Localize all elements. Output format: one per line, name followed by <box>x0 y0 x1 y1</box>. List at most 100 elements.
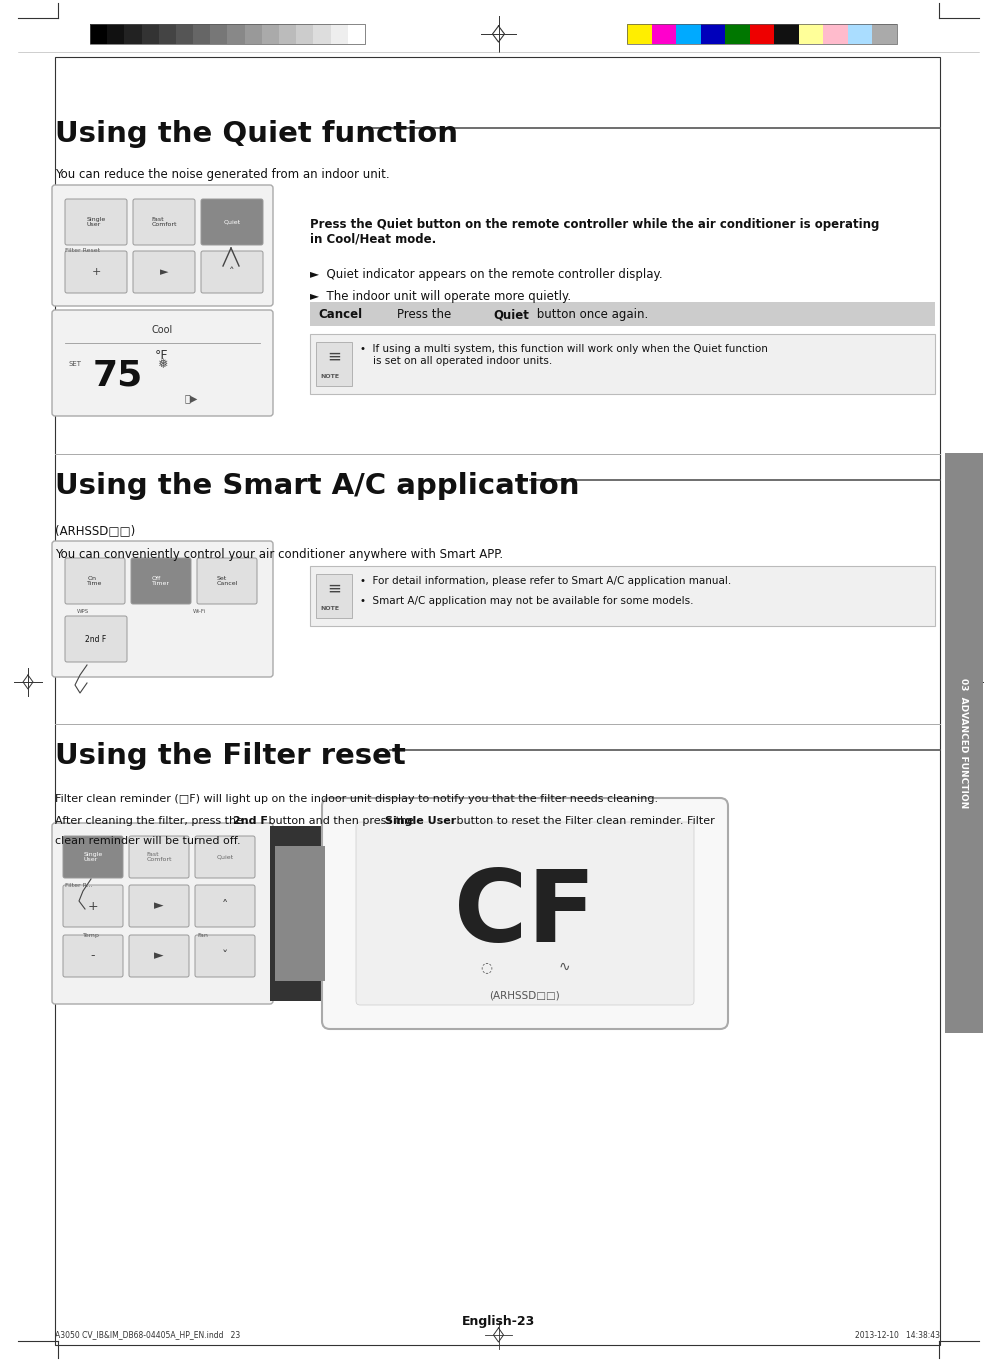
Text: SET: SET <box>69 361 82 367</box>
Text: Using the Quiet function: Using the Quiet function <box>55 120 458 149</box>
Bar <box>316 342 352 386</box>
Text: NOTE: NOTE <box>320 607 339 611</box>
FancyBboxPatch shape <box>63 885 123 927</box>
Text: 03  ADVANCED FUNCTION: 03 ADVANCED FUNCTION <box>959 677 968 808</box>
Bar <box>227 25 244 44</box>
Bar <box>175 25 193 44</box>
Bar <box>945 453 983 1033</box>
Text: Using the Smart A/C application: Using the Smart A/C application <box>55 472 579 500</box>
Text: °F: °F <box>155 349 168 363</box>
Text: After cleaning the filter, press the: After cleaning the filter, press the <box>55 816 246 826</box>
Text: ►: ► <box>155 900 164 912</box>
Text: English-23: English-23 <box>462 1314 535 1328</box>
Bar <box>775 25 799 44</box>
FancyBboxPatch shape <box>133 199 195 245</box>
FancyBboxPatch shape <box>52 823 273 1005</box>
Bar <box>316 574 352 617</box>
Text: A3050 CV_IB&IM_DB68-04405A_HP_EN.indd   23: A3050 CV_IB&IM_DB68-04405A_HP_EN.indd 23 <box>55 1330 240 1340</box>
FancyBboxPatch shape <box>201 251 263 293</box>
Bar <box>348 25 365 44</box>
Text: ❅: ❅ <box>157 358 167 371</box>
FancyBboxPatch shape <box>195 935 255 977</box>
Bar <box>90 25 108 44</box>
Text: 2013-12-10   14:38:43: 2013-12-10 14:38:43 <box>855 1330 940 1340</box>
Bar <box>824 25 847 44</box>
Text: Quiet: Quiet <box>216 855 233 860</box>
Bar <box>244 25 262 44</box>
FancyBboxPatch shape <box>356 822 694 1005</box>
Text: •  If using a multi system, this function will work only when the Quiet function: • If using a multi system, this function… <box>360 343 768 365</box>
Bar <box>847 25 872 44</box>
Text: Using the Filter reset: Using the Filter reset <box>55 741 406 770</box>
Bar <box>627 25 652 44</box>
Text: You can conveniently control your air conditioner anywhere with Smart APP.: You can conveniently control your air co… <box>55 548 503 562</box>
Bar <box>55 57 940 1345</box>
Bar <box>313 25 331 44</box>
Text: Press the: Press the <box>382 308 455 322</box>
Text: -: - <box>91 950 96 962</box>
Bar <box>652 25 676 44</box>
Bar <box>872 25 897 44</box>
Bar <box>262 25 279 44</box>
Text: Wi-Fi: Wi-Fi <box>192 609 205 613</box>
Text: ˇ: ˇ <box>222 950 228 962</box>
Text: Filter Reset: Filter Reset <box>65 248 100 254</box>
Text: WPS: WPS <box>77 609 89 613</box>
Text: 2nd F: 2nd F <box>86 635 107 643</box>
Text: ∿: ∿ <box>558 961 570 975</box>
Text: Fast
Comfort: Fast Comfort <box>147 852 171 863</box>
Text: Filter R...: Filter R... <box>65 883 93 889</box>
Bar <box>331 25 348 44</box>
Bar <box>90 25 365 44</box>
Text: (ARHSSD□□): (ARHSSD□□) <box>55 523 136 537</box>
FancyBboxPatch shape <box>65 251 127 293</box>
Text: Quiet: Quiet <box>493 308 528 322</box>
Text: NOTE: NOTE <box>320 373 339 379</box>
Bar <box>125 25 142 44</box>
Bar <box>210 25 227 44</box>
Text: button to reset the Filter clean reminder. Filter: button to reset the Filter clean reminde… <box>453 816 715 826</box>
Text: On
Time: On Time <box>88 575 103 586</box>
Text: CF: CF <box>455 867 596 964</box>
Bar <box>627 25 897 44</box>
Text: Fast
Comfort: Fast Comfort <box>152 217 176 228</box>
Text: Off
Timer: Off Timer <box>152 575 170 586</box>
FancyBboxPatch shape <box>65 616 127 662</box>
Bar <box>108 25 125 44</box>
Text: ≡: ≡ <box>327 348 341 367</box>
Text: ►: ► <box>160 267 168 277</box>
FancyBboxPatch shape <box>129 935 189 977</box>
Text: Quiet: Quiet <box>223 219 240 225</box>
FancyBboxPatch shape <box>65 557 125 604</box>
Text: Set
Cancel: Set Cancel <box>216 575 237 586</box>
Text: Press the Quiet button on the remote controller while the air conditioner is ope: Press the Quiet button on the remote con… <box>310 218 879 245</box>
FancyBboxPatch shape <box>52 541 273 677</box>
Text: ◌: ◌ <box>480 961 493 975</box>
FancyBboxPatch shape <box>322 797 728 1029</box>
Text: Cool: Cool <box>152 324 172 335</box>
Text: ►  Quiet indicator appears on the remote controller display.: ► Quiet indicator appears on the remote … <box>310 269 663 281</box>
Text: ˄: ˄ <box>229 267 235 277</box>
FancyBboxPatch shape <box>195 885 255 927</box>
Bar <box>676 25 701 44</box>
Text: button once again.: button once again. <box>533 308 648 322</box>
Bar <box>270 826 330 1000</box>
Text: You can reduce the noise generated from an indoor unit.: You can reduce the noise generated from … <box>55 168 390 181</box>
Bar <box>799 25 824 44</box>
Bar <box>159 25 175 44</box>
Text: ►: ► <box>155 950 164 962</box>
Text: Cancel: Cancel <box>318 308 362 322</box>
Text: 2nd F: 2nd F <box>233 816 268 826</box>
Text: Single User: Single User <box>385 816 457 826</box>
Text: •  For detail information, please refer to Smart A/C application manual.: • For detail information, please refer t… <box>360 577 731 586</box>
Text: (ARHSSD□□): (ARHSSD□□) <box>490 990 560 1000</box>
Text: Single
User: Single User <box>87 217 106 228</box>
FancyBboxPatch shape <box>129 885 189 927</box>
FancyBboxPatch shape <box>195 836 255 878</box>
FancyBboxPatch shape <box>131 557 191 604</box>
Bar <box>296 25 313 44</box>
Text: ≡: ≡ <box>327 581 341 598</box>
Text: ►  The indoor unit will operate more quietly.: ► The indoor unit will operate more quie… <box>310 290 571 303</box>
Text: •  Smart A/C application may not be available for some models.: • Smart A/C application may not be avail… <box>360 596 694 607</box>
Bar <box>310 566 935 626</box>
